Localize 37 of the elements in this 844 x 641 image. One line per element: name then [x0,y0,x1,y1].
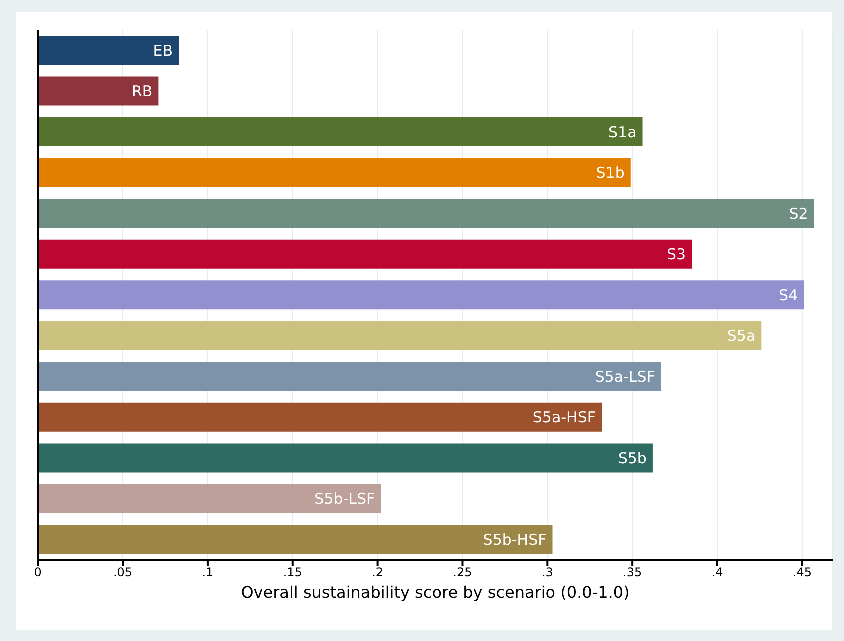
bar [38,240,692,269]
x-tick-label: .15 [283,566,302,580]
x-tick-label: .1 [202,566,214,580]
bar [38,199,814,228]
x-tick-label: .25 [453,566,472,580]
x-tick-label: 0 [34,566,42,580]
bar [38,158,631,188]
bar [38,402,602,432]
x-tick-label: .2 [372,566,384,580]
bar [38,118,643,147]
bar [38,36,180,65]
y-tick-label: S5a-LSF [595,368,656,386]
bar [38,525,553,554]
y-tick-label: S5a-HSF [532,408,596,427]
bar [38,444,653,473]
y-tick-label: RB [132,82,153,101]
bar [38,484,382,514]
y-tick-label: S5b-LSF [314,490,376,508]
bar [38,362,662,392]
y-tick-label: S1b [596,164,625,182]
x-tick-label: .45 [792,566,812,580]
y-tick-label: S4 [779,286,798,304]
y-tick-label: S5a [727,327,756,346]
y-tick-label: EB [153,42,174,60]
bar [38,321,762,350]
x-tick-label: .3 [542,566,554,580]
x-tick-label: .35 [623,566,642,580]
bar [38,76,159,106]
x-tick-label: .05 [113,566,133,580]
y-tick-label: S1a [608,123,637,142]
y-tick-label: S5b-HSF [483,530,547,549]
x-tick-label: .4 [712,566,724,580]
y-tick-label: S2 [789,204,808,223]
bar [38,280,804,310]
y-tick-label: S5b [618,449,647,468]
y-tick-label: S3 [666,246,686,264]
x-axis-title: Overall sustainability score by scenario (0.0-1.0) [240,583,631,602]
